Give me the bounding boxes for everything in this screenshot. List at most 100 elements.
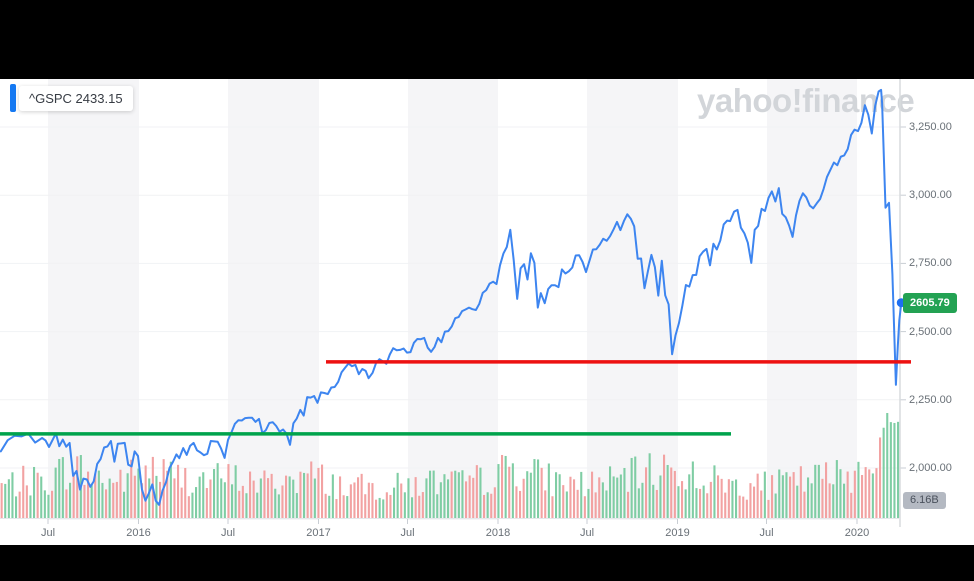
volume-bar: [321, 464, 324, 518]
volume-bar: [555, 472, 558, 518]
x-axis-label: Jul: [220, 527, 236, 539]
volume-bar: [547, 463, 550, 518]
volume-bar: [727, 479, 730, 518]
volume-bar: [465, 481, 468, 518]
volume-bar: [731, 480, 734, 518]
volume-bar: [346, 496, 349, 518]
volume-bar: [310, 461, 313, 518]
volume-bar: [112, 482, 115, 518]
volume-bar: [353, 482, 356, 518]
volume-bar: [619, 474, 622, 518]
volume-bar: [814, 464, 817, 518]
chart-canvas[interactable]: yahoo!finance ^GSPC 2433.15 2605.79 6.16…: [0, 79, 974, 545]
volume-bar: [504, 455, 507, 518]
volume-bar: [436, 494, 439, 518]
volume-bar: [673, 470, 676, 518]
volume-bar: [418, 495, 421, 518]
volume-bar: [825, 462, 828, 518]
volume-bar: [259, 478, 262, 518]
volume-bar: [108, 478, 111, 518]
volume-bar: [576, 489, 579, 518]
volume-bar: [245, 493, 248, 518]
x-axis-label: Jul: [400, 527, 415, 539]
volume-bar: [767, 499, 770, 518]
volume-bar: [97, 470, 100, 518]
y-axis-label: 2,500.00: [909, 325, 952, 338]
volume-bar: [792, 472, 795, 518]
volume-bar: [238, 490, 241, 518]
volume-bar: [421, 492, 424, 518]
volume-bar: [850, 492, 853, 518]
volume-bar: [857, 461, 860, 518]
volume-bar: [324, 493, 327, 518]
volume-bar: [749, 483, 752, 518]
volume-bar: [130, 459, 133, 518]
volume-bar: [763, 471, 766, 518]
volume-bar: [72, 472, 75, 518]
volume-bar: [569, 476, 572, 518]
price-volume-plot[interactable]: [0, 79, 974, 545]
volume-bar: [65, 489, 68, 518]
volume-bar: [393, 487, 396, 518]
volume-bar: [11, 472, 14, 518]
volume-bar: [717, 475, 720, 518]
volume-bar: [18, 491, 21, 518]
volume-bar: [87, 471, 90, 518]
volume-bar: [785, 472, 788, 518]
volume-bar: [706, 493, 709, 518]
volume-bar: [396, 472, 399, 518]
volume-bar: [123, 491, 126, 518]
half-year-band: [228, 79, 319, 520]
quote-text: ^GSPC 2433.15: [19, 85, 133, 111]
volume-bar: [447, 479, 450, 518]
volume-bar: [461, 470, 464, 518]
volume-bar: [191, 492, 194, 518]
y-axis-label: 3,250.00: [909, 121, 952, 133]
volume-bar: [43, 490, 46, 518]
volume-bar: [479, 467, 482, 518]
volume-bar: [249, 471, 252, 518]
volume-bar: [612, 476, 615, 518]
volume-bar: [753, 486, 756, 518]
volume-bar: [126, 473, 129, 518]
volume-bar: [537, 459, 540, 518]
half-year-band: [766, 79, 857, 520]
volume-bar: [738, 495, 741, 518]
volume-bar: [670, 467, 673, 518]
volume-bar: [58, 458, 61, 518]
volume-bar: [641, 482, 644, 518]
volume-bar: [133, 475, 136, 518]
volume-bar: [119, 469, 122, 518]
volume-bar: [450, 471, 453, 518]
volume-bar: [155, 475, 158, 518]
y-axis-label: 2,750.00: [909, 257, 952, 270]
volume-bar: [796, 485, 799, 518]
volume-bar: [609, 466, 612, 518]
volume-bar: [637, 488, 640, 518]
volume-bar: [177, 464, 180, 518]
volume-bar: [594, 492, 597, 518]
volume-bar: [15, 496, 18, 518]
volume-bar: [375, 499, 378, 518]
volume-bar: [616, 477, 619, 518]
volume-bar: [29, 495, 32, 518]
volume-bar: [735, 479, 738, 518]
volume-bar: [893, 422, 896, 518]
volume-bar: [0, 483, 3, 518]
volume-bar: [630, 457, 633, 518]
volume-bar: [184, 467, 187, 518]
volume-bar: [411, 497, 414, 518]
volume-bar: [364, 494, 367, 518]
volume-bar: [490, 493, 493, 518]
volume-bar: [778, 469, 781, 518]
volume-bar: [799, 466, 802, 518]
volume-bar: [803, 491, 806, 518]
volume-bar: [781, 475, 784, 518]
volume-bar: [580, 471, 583, 518]
volume-bar: [220, 478, 223, 518]
volume-bar: [897, 421, 900, 518]
volume-bar: [54, 467, 57, 518]
volume-bar: [591, 471, 594, 518]
volume-bar: [861, 475, 864, 518]
volume-bar: [187, 496, 190, 518]
